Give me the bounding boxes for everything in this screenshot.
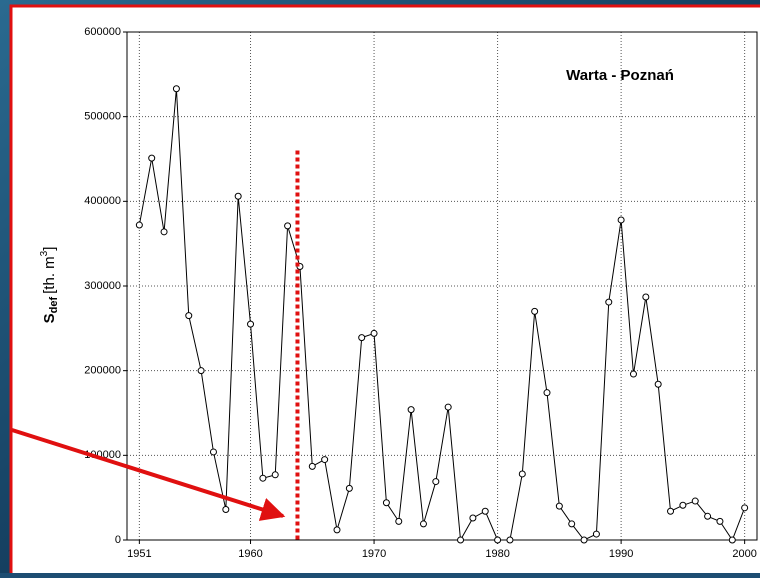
- data-point: [741, 504, 749, 512]
- data-point: [222, 506, 230, 514]
- y-tick-label: 300000: [84, 280, 121, 292]
- data-point: [209, 448, 217, 456]
- data-point: [259, 474, 267, 482]
- data-point: [345, 484, 353, 492]
- data-point: [457, 536, 465, 544]
- y-label-main: S: [41, 313, 58, 323]
- data-point: [284, 222, 292, 230]
- data-point: [667, 507, 675, 515]
- data-line: [138, 88, 746, 542]
- data-point: [271, 471, 279, 479]
- panel: [9, 4, 760, 578]
- x-tick-label: 2000: [732, 548, 756, 560]
- y-tick-label: 400000: [84, 195, 121, 207]
- data-point: [592, 530, 600, 538]
- data-point: [704, 512, 712, 520]
- data-point: [728, 536, 736, 544]
- data-point: [531, 307, 539, 315]
- data-point: [185, 312, 193, 320]
- chart-title: Warta - Poznań: [566, 67, 674, 84]
- y-tick-label: 600000: [84, 26, 121, 38]
- data-point: [481, 507, 489, 515]
- data-point: [629, 370, 637, 378]
- y-label-unit: [th. m: [41, 256, 58, 294]
- data-point: [148, 154, 156, 162]
- data-point: [333, 526, 341, 534]
- y-tick-label: 0: [115, 534, 121, 546]
- data-point: [321, 456, 329, 464]
- data-point: [370, 329, 378, 337]
- y-tick-label: 500000: [84, 111, 121, 123]
- data-point: [494, 536, 502, 544]
- data-point: [234, 192, 242, 200]
- data-point: [580, 536, 588, 544]
- data-point: [419, 520, 427, 528]
- arrow: [11, 428, 286, 521]
- x-tick-label: 1960: [238, 548, 262, 560]
- data-point: [358, 334, 366, 342]
- data-point: [691, 497, 699, 505]
- data-point: [407, 406, 415, 414]
- y-axis-label: Sdef [th. m3]: [39, 247, 60, 324]
- data-point: [308, 462, 316, 470]
- data-point: [135, 221, 143, 229]
- data-point: [506, 536, 514, 544]
- data-point: [197, 367, 205, 375]
- data-point: [679, 501, 687, 509]
- data-point: [518, 470, 526, 478]
- data-point: [469, 514, 477, 522]
- y-label-sub: def: [48, 297, 60, 314]
- x-tick-label: 1990: [609, 548, 633, 560]
- data-point: [395, 517, 403, 525]
- data-point: [432, 478, 440, 486]
- data-point: [642, 293, 650, 301]
- data-point: [247, 320, 255, 328]
- data-point: [568, 520, 576, 528]
- plot-frame: [126, 31, 758, 541]
- data-point: [555, 502, 563, 510]
- data-point: [543, 389, 551, 397]
- data-point: [617, 216, 625, 224]
- data-point: [444, 403, 452, 411]
- y-label-close: ]: [41, 247, 58, 251]
- x-tick-label: 1970: [362, 548, 386, 560]
- data-point: [172, 85, 180, 93]
- data-point: [716, 517, 724, 525]
- data-point: [605, 298, 613, 306]
- data-point: [160, 228, 168, 236]
- y-tick-label: 100000: [84, 449, 121, 461]
- y-label-sup: 3: [39, 250, 50, 256]
- data-point: [654, 380, 662, 388]
- y-tick-label: 200000: [84, 365, 121, 377]
- x-tick-label: 1951: [127, 548, 151, 560]
- data-point: [382, 499, 390, 507]
- x-tick-label: 1980: [485, 548, 509, 560]
